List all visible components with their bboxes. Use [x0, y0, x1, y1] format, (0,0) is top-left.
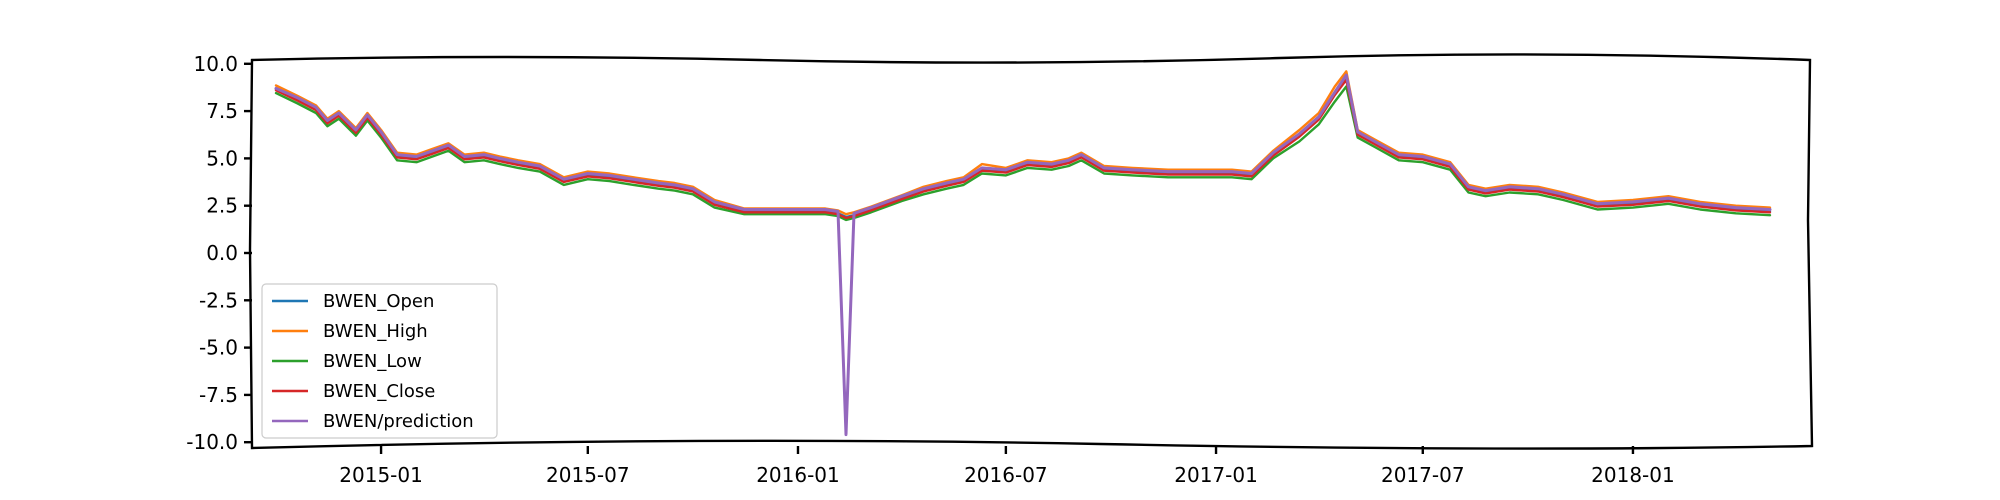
y-tick-label: -5.0 — [199, 336, 238, 360]
legend-box — [261, 283, 498, 439]
series-line-bwen-low — [274, 85, 1772, 222]
y-tick-label: 10.0 — [193, 52, 238, 76]
y-tick-label: -2.5 — [199, 288, 238, 312]
legend-label: BWEN/prediction — [323, 411, 474, 432]
series-line-bwen-close — [274, 78, 1772, 220]
x-tick-label: 2015-01 — [339, 463, 423, 487]
x-tick-label: 2016-01 — [756, 463, 840, 487]
y-tick-label: -10.0 — [186, 430, 238, 454]
y-tick-label: 2.5 — [206, 194, 238, 218]
x-axis-ticks: 2015-01 2015-07 2016-01 2016-07 2017-01 2017-… — [339, 446, 1675, 487]
legend-label: BWEN_Close — [323, 381, 435, 402]
plot-frame — [248, 53, 1814, 450]
x-tick-label: 2017-07 — [1381, 463, 1465, 487]
series-line-bwen-prediction — [274, 73, 1772, 437]
legend-label: BWEN_Open — [323, 291, 434, 312]
x-tick-label: 2018-01 — [1591, 463, 1675, 487]
y-tick-label: 5.0 — [206, 146, 238, 170]
x-tick-label: 2016-07 — [964, 463, 1048, 487]
legend: BWEN_Open BWEN_High BWEN_Low BWEN_Close BWEN… — [261, 283, 498, 439]
legend-label: BWEN_High — [323, 321, 428, 342]
y-tick-label: 0.0 — [206, 241, 238, 265]
x-tick-label: 2015-07 — [546, 463, 630, 487]
series-layer — [274, 70, 1772, 437]
series-line-bwen-high — [274, 70, 1772, 216]
y-tick-label: 7.5 — [206, 99, 238, 123]
x-tick-label: 2017-01 — [1174, 463, 1258, 487]
legend-label: BWEN_Low — [323, 351, 422, 372]
y-tick-label: -7.5 — [199, 383, 238, 407]
y-axis-ticks: 10.0 7.5 5.0 2.5 0.0 -2.5 -5.0 -7.5 -10.0 — [186, 52, 252, 454]
